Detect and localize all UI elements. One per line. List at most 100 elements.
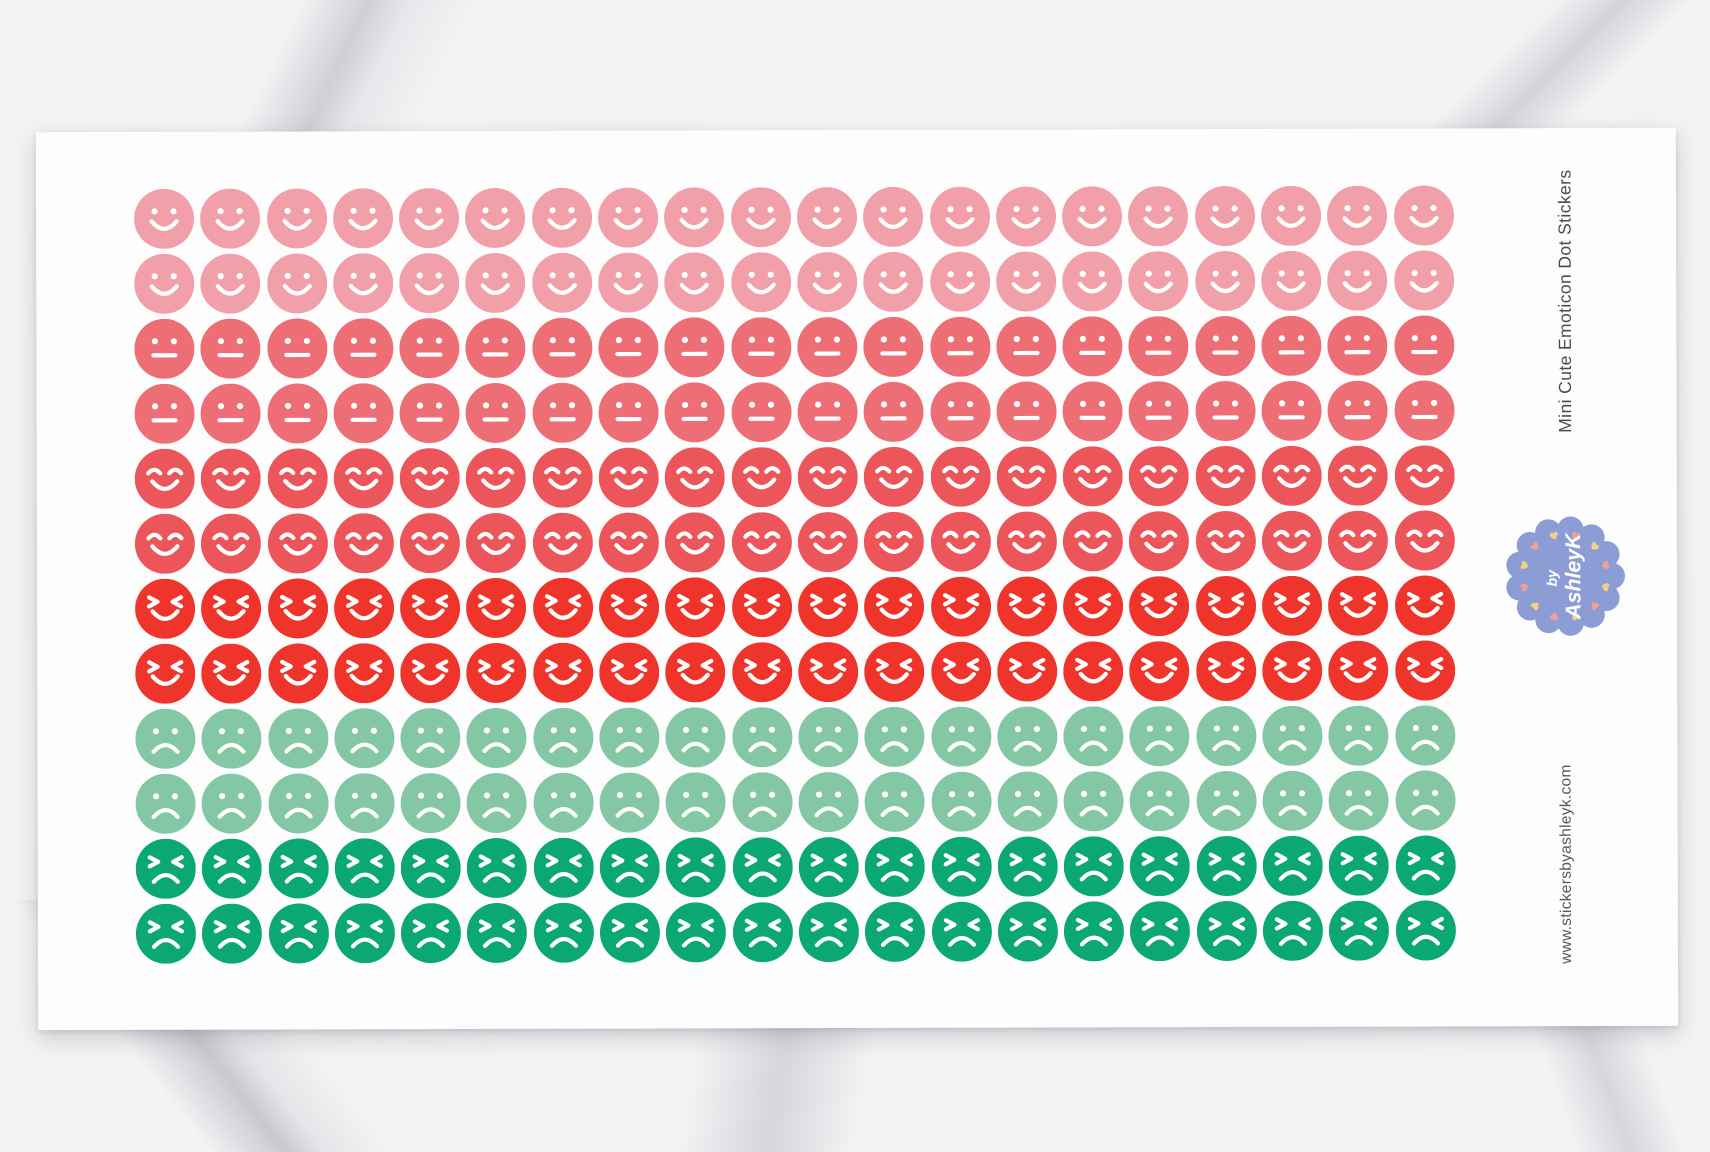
- sticker-row: [135, 900, 1456, 964]
- emoticon-wink-icon: [466, 577, 527, 638]
- emoticon-neutral-icon: [532, 317, 593, 378]
- emoticon-wink-icon: [997, 641, 1058, 702]
- emoticon-sad-icon: [533, 707, 594, 768]
- emoticon-happy-icon: [731, 447, 792, 508]
- emoticon-wink-icon: [532, 577, 593, 638]
- emoticon-wink-icon: [1328, 575, 1389, 636]
- emoticon-neutral-icon: [200, 383, 261, 444]
- sticker-row: [135, 705, 1456, 769]
- emoticon-sad-icon: [997, 771, 1058, 832]
- emoticon-neutral-icon: [797, 382, 858, 443]
- emoticon-angry-icon: [268, 838, 329, 899]
- emoticon-wink-icon: [665, 577, 726, 638]
- emoticon-wink-icon: [731, 577, 792, 638]
- emoticon-wink-icon: [267, 578, 328, 639]
- emoticon-smile-icon: [532, 252, 593, 313]
- heart-icon: [1520, 561, 1529, 570]
- emoticon-sad-icon: [665, 772, 726, 833]
- emoticon-neutral-icon: [1327, 315, 1388, 376]
- emoticon-sad-icon: [732, 707, 793, 768]
- emoticon-angry-icon: [865, 901, 926, 962]
- emoticon-wink-icon: [996, 576, 1057, 637]
- emoticon-sad-icon: [400, 708, 461, 769]
- emoticon-happy-icon: [267, 513, 328, 574]
- emoticon-angry-icon: [997, 901, 1058, 962]
- emoticon-neutral-icon: [267, 383, 328, 444]
- emoticon-neutral-icon: [1195, 381, 1256, 442]
- emoticon-sad-icon: [1063, 771, 1124, 832]
- emoticon-wink-icon: [731, 642, 792, 703]
- emoticon-neutral-icon: [1261, 315, 1322, 376]
- emoticon-smile-icon: [1393, 250, 1454, 311]
- emoticon-wink-icon: [135, 578, 196, 639]
- emoticon-happy-icon: [864, 511, 925, 572]
- emoticon-wink-icon: [798, 577, 859, 638]
- emoticon-wink-icon: [1063, 641, 1124, 702]
- emoticon-neutral-icon: [134, 383, 195, 444]
- heart-icon: [1601, 560, 1610, 569]
- emoticon-wink-icon: [930, 576, 991, 637]
- sticker-row: [135, 575, 1455, 639]
- emoticon-angry-icon: [334, 903, 395, 964]
- emoticon-angry-icon: [931, 901, 992, 962]
- emoticon-angry-icon: [1262, 835, 1323, 896]
- emoticon-angry-icon: [533, 837, 594, 898]
- emoticon-happy-icon: [201, 448, 262, 509]
- emoticon-sad-icon: [201, 773, 262, 834]
- emoticon-neutral-icon: [731, 317, 792, 378]
- emoticon-sad-icon: [467, 772, 528, 833]
- emoticon-neutral-icon: [1129, 381, 1190, 442]
- emoticon-angry-icon: [467, 902, 528, 963]
- emoticon-wink-icon: [864, 641, 925, 702]
- emoticon-smile-icon: [531, 187, 592, 248]
- emoticon-smile-icon: [1327, 250, 1388, 311]
- sticker-sheet: Mini Cute Emoticon Dot Stickers by Ashley…: [35, 127, 1679, 1031]
- emoticon-angry-icon: [931, 836, 992, 897]
- sticker-row: [134, 185, 1454, 249]
- sticker-row: [135, 640, 1455, 704]
- emoticon-neutral-icon: [1062, 381, 1123, 442]
- emoticon-angry-icon: [1262, 900, 1323, 961]
- emoticon-smile-icon: [598, 187, 659, 248]
- emoticon-sad-icon: [798, 707, 859, 768]
- emoticon-wink-icon: [798, 642, 859, 703]
- sticker-row: [134, 510, 1455, 574]
- emoticon-sad-icon: [1130, 771, 1191, 832]
- heart-icon: [1572, 531, 1581, 540]
- emoticon-angry-icon: [732, 837, 793, 898]
- emoticon-happy-icon: [466, 447, 527, 508]
- emoticon-angry-icon: [533, 902, 594, 963]
- sticker-grid: [134, 185, 1456, 968]
- emoticon-wink-icon: [400, 578, 461, 639]
- emoticon-wink-icon: [267, 643, 328, 704]
- emoticon-smile-icon: [266, 188, 327, 249]
- emoticon-happy-icon: [1062, 446, 1123, 507]
- emoticon-neutral-icon: [930, 381, 991, 442]
- emoticon-sad-icon: [1262, 705, 1323, 766]
- emoticon-angry-icon: [732, 902, 793, 963]
- emoticon-sad-icon: [1328, 705, 1389, 766]
- website-url: www.stickersbyashleyk.com: [1557, 764, 1576, 964]
- emoticon-happy-icon: [863, 446, 924, 507]
- emoticon-wink-icon: [333, 578, 394, 639]
- heart-icon: [1591, 542, 1599, 550]
- emoticon-angry-icon: [865, 836, 926, 897]
- emoticon-neutral-icon: [399, 383, 460, 444]
- emoticon-wink-icon: [1195, 641, 1256, 702]
- emoticon-angry-icon: [334, 838, 395, 899]
- emoticon-neutral-icon: [200, 318, 261, 379]
- emoticon-smile-icon: [929, 186, 990, 247]
- emoticon-smile-icon: [863, 186, 924, 247]
- emoticon-sad-icon: [1129, 706, 1190, 767]
- emoticon-wink-icon: [201, 643, 262, 704]
- emoticon-sad-icon: [1328, 770, 1389, 831]
- emoticon-neutral-icon: [598, 382, 659, 443]
- emoticon-sad-icon: [599, 772, 660, 833]
- emoticon-smile-icon: [797, 252, 858, 313]
- emoticon-smile-icon: [1261, 250, 1322, 311]
- emoticon-smile-icon: [200, 188, 261, 249]
- emoticon-angry-icon: [1130, 901, 1191, 962]
- emoticon-wink-icon: [533, 642, 594, 703]
- emoticon-sad-icon: [599, 707, 660, 768]
- emoticon-angry-icon: [798, 837, 859, 898]
